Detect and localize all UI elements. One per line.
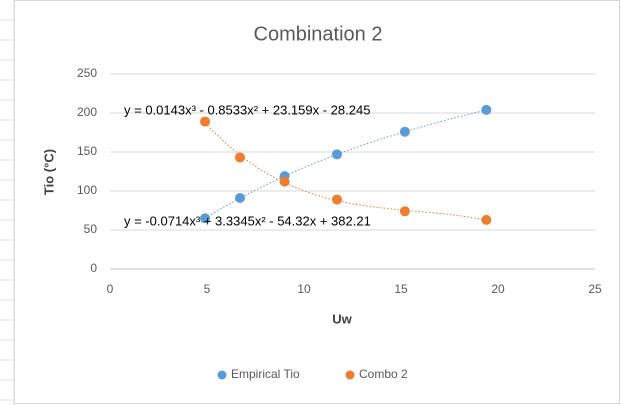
trendline-equation: y = -0.0714x³ + 3.3345x² - 54.32x + 382.… (124, 213, 371, 228)
y-axis-title: Tio (°C) (41, 149, 56, 195)
chart-title: Combination 2 (254, 23, 383, 45)
legend-label: Empirical Tio (231, 367, 300, 381)
x-tick-label: 0 (107, 282, 114, 296)
legend-marker (345, 370, 355, 380)
data-point (481, 214, 492, 225)
y-tick-label: 50 (84, 222, 98, 236)
y-tick-label: 150 (77, 144, 97, 158)
data-point (399, 206, 410, 217)
trendline (204, 109, 487, 219)
data-point (331, 149, 342, 160)
x-tick-label: 5 (204, 282, 211, 296)
legend-label: Combo 2 (359, 367, 408, 381)
data-point (279, 176, 290, 187)
x-axis-title: Uw (332, 311, 352, 326)
y-tick-label: 200 (77, 105, 97, 119)
y-tick-label: 0 (90, 261, 97, 275)
x-tick-label: 20 (491, 282, 505, 296)
data-point (331, 194, 342, 205)
legend-marker (217, 370, 227, 380)
x-tick-label: 15 (394, 282, 408, 296)
x-tick-label: 25 (588, 282, 602, 296)
y-tick-label: 250 (77, 66, 97, 80)
trendline-equation: y = 0.0143x³ - 0.8533x² + 23.159x - 28.2… (124, 102, 370, 117)
x-tick-label: 10 (297, 282, 311, 296)
data-point (234, 152, 245, 163)
data-point (399, 126, 410, 137)
data-point (234, 193, 245, 204)
chart-area (14, 0, 620, 404)
data-point (481, 104, 492, 115)
y-tick-label: 100 (77, 183, 97, 197)
data-point (200, 213, 211, 224)
trendline (204, 122, 487, 221)
data-point (200, 116, 211, 127)
